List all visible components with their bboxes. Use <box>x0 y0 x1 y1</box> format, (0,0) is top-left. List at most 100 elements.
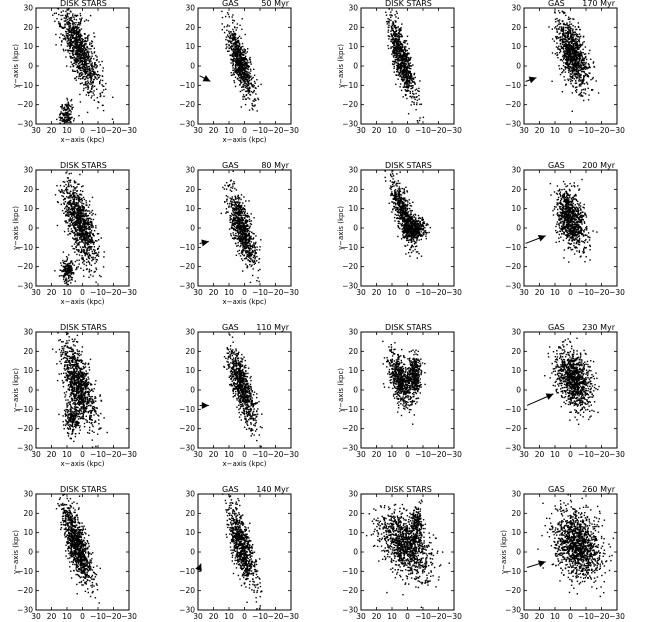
x-tick-label: −20 <box>106 450 122 459</box>
y-tick-label: −10 <box>17 81 33 90</box>
y-tick-label: 30 <box>185 4 195 13</box>
panel-title-left: GAS <box>222 161 239 170</box>
x-tick-label: 20 <box>372 288 382 297</box>
x-tick-label: −10 <box>90 288 106 297</box>
plot-frame <box>360 331 455 449</box>
x-tick-label: 20 <box>209 288 219 297</box>
y-tick-label: 10 <box>185 204 195 213</box>
x-tick-label: 10 <box>387 288 397 297</box>
x-tick-label: 0 <box>242 450 247 459</box>
panel-title-right: 200 Myr <box>582 161 615 170</box>
x-axis-label: x−axis (kpc) <box>222 136 266 144</box>
y-tick-label: −10 <box>342 81 358 90</box>
y-tick-label: −20 <box>17 262 33 271</box>
x-tick-label: 20 <box>535 288 545 297</box>
y-tick-label: 10 <box>511 366 521 375</box>
y-tick-label: −20 <box>505 424 521 433</box>
x-tick-label: −10 <box>90 126 106 135</box>
x-tick-label: −10 <box>578 612 594 621</box>
y-tick-label: −30 <box>179 282 195 291</box>
x-tick-label: −20 <box>106 126 122 135</box>
x-tick-label: 0 <box>568 126 573 135</box>
y-tick-label: 10 <box>185 528 195 537</box>
x-tick-label: 30 <box>31 612 41 621</box>
x-tick-label: −20 <box>268 450 284 459</box>
x-tick-label: 10 <box>387 450 397 459</box>
x-tick-label: −20 <box>594 288 610 297</box>
particle-cloud <box>549 178 598 263</box>
y-tick-label: 30 <box>348 166 358 175</box>
y-axis-label: y−axis (kpc) <box>337 44 345 88</box>
x-tick-label: −30 <box>121 612 137 621</box>
x-tick-label: 10 <box>550 612 560 621</box>
particle-cloud <box>365 499 450 608</box>
y-tick-label: 30 <box>511 328 521 337</box>
x-tick-label: 20 <box>209 450 219 459</box>
x-tick-label: 20 <box>535 612 545 621</box>
x-tick-label: 30 <box>193 612 203 621</box>
x-tick-label: 0 <box>80 450 85 459</box>
x-tick-label: −10 <box>578 450 594 459</box>
y-tick-label: −20 <box>505 262 521 271</box>
y-tick-label: −30 <box>342 606 358 615</box>
y-tick-label: 20 <box>511 509 521 518</box>
x-tick-label: 0 <box>80 612 85 621</box>
x-tick-label: 20 <box>372 612 382 621</box>
y-axis-label: y−axis (kpc) <box>12 530 20 574</box>
x-tick-label: 10 <box>62 126 72 135</box>
x-tick-label: −30 <box>283 450 299 459</box>
particle-cloud <box>220 170 262 284</box>
y-tick-label: 30 <box>348 490 358 499</box>
x-tick-label: 20 <box>47 288 57 297</box>
x-tick-label: −30 <box>609 126 625 135</box>
x-tick-label: −30 <box>121 450 137 459</box>
x-tick-label: 30 <box>356 612 366 621</box>
panel-title-left: GAS <box>548 161 565 170</box>
particle-cloud <box>537 494 615 598</box>
y-tick-label: 0 <box>28 548 33 557</box>
y-tick-label: 20 <box>348 185 358 194</box>
x-tick-label: −10 <box>415 288 431 297</box>
y-tick-label: 30 <box>185 166 195 175</box>
y-tick-label: −30 <box>505 282 521 291</box>
y-tick-label: 10 <box>511 42 521 51</box>
y-axis-label: y−axis (kpc) <box>337 206 345 250</box>
panel-title-left: GAS <box>548 323 565 332</box>
y-tick-label: 20 <box>23 347 33 356</box>
x-tick-label: −20 <box>268 126 284 135</box>
y-tick-label: −20 <box>17 100 33 109</box>
y-tick-label: 20 <box>511 23 521 32</box>
x-tick-label: −20 <box>106 288 122 297</box>
panel-title-left: GAS <box>548 0 565 8</box>
y-tick-label: −30 <box>179 444 195 453</box>
y-tick-label: −30 <box>17 120 33 129</box>
panel-title-left: DISK STARS <box>60 323 107 332</box>
y-tick-label: 10 <box>185 42 195 51</box>
y-tick-label: 20 <box>348 347 358 356</box>
x-axis-label: x−axis (kpc) <box>222 298 266 306</box>
x-tick-label: −10 <box>90 612 106 621</box>
y-tick-label: −10 <box>342 405 358 414</box>
x-tick-label: 0 <box>242 126 247 135</box>
x-tick-label: −10 <box>252 126 268 135</box>
y-tick-label: 30 <box>511 4 521 13</box>
x-tick-label: 0 <box>568 288 573 297</box>
y-tick-label: −10 <box>505 243 521 252</box>
panel-title-left: DISK STARS <box>60 485 107 494</box>
y-tick-label: 0 <box>28 386 33 395</box>
y-tick-label: 20 <box>348 23 358 32</box>
x-tick-label: 30 <box>193 126 203 135</box>
x-tick-label: 30 <box>31 450 41 459</box>
x-tick-label: −30 <box>446 126 462 135</box>
x-tick-label: 30 <box>193 288 203 297</box>
panel-title-left: GAS <box>548 485 565 494</box>
panel-title-left: GAS <box>222 323 239 332</box>
particle-cloud <box>52 8 114 124</box>
particle-cloud <box>548 10 600 112</box>
y-tick-label: 10 <box>348 366 358 375</box>
